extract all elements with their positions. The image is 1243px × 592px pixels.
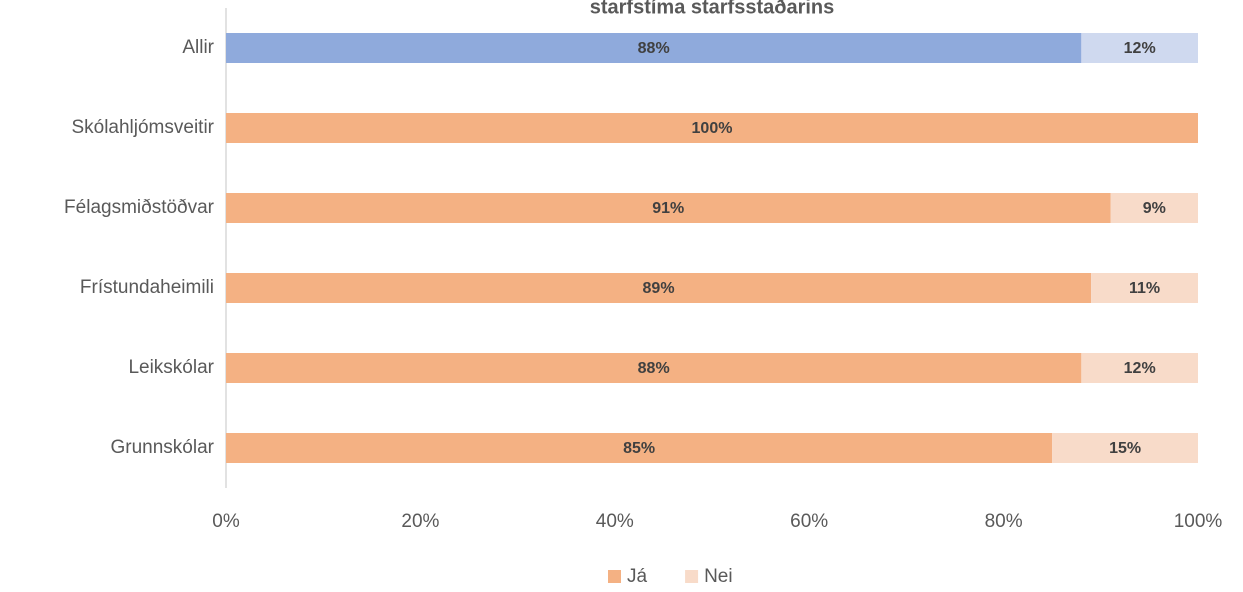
legend-swatch <box>685 570 699 583</box>
bar-segment <box>1091 273 1198 303</box>
bar-segment <box>1110 193 1198 223</box>
y-tick-label: Skólahljómsveitir <box>71 117 214 138</box>
data-label: 12% <box>1124 40 1156 57</box>
legend-label: Já <box>627 566 648 587</box>
y-tick-label: Grunnskólar <box>111 437 215 458</box>
bar-segment <box>1081 353 1198 383</box>
x-tick-label: 60% <box>790 511 828 532</box>
bar-segment <box>226 113 1198 143</box>
x-tick-label: 0% <box>212 511 240 532</box>
data-label: 88% <box>638 360 670 377</box>
data-label: 88% <box>638 40 670 57</box>
x-tick-label: 40% <box>596 511 634 532</box>
bar-segment <box>226 273 1092 303</box>
data-label: 9% <box>1143 200 1166 217</box>
data-label: 100% <box>692 120 733 137</box>
data-label: 85% <box>623 440 655 457</box>
bar-segment <box>226 193 1111 223</box>
y-tick-label: Leikskólar <box>128 357 214 378</box>
data-label: 11% <box>1129 280 1160 297</box>
bar-segment <box>226 353 1082 383</box>
x-tick-label: 80% <box>985 511 1023 532</box>
y-tick-label: Allir <box>182 37 214 58</box>
bar-segment <box>226 33 1082 63</box>
bar-segment <box>226 433 1053 463</box>
y-tick-label: Frístundaheimili <box>80 277 214 298</box>
data-label: 12% <box>1124 360 1156 377</box>
chart-title: starfstíma starfsstaðarins <box>590 0 835 18</box>
y-tick-label: Félagsmiðstöðvar <box>64 197 215 218</box>
x-tick-label: 100% <box>1174 511 1223 532</box>
bar-segment <box>1081 33 1198 63</box>
bar-segment <box>1052 433 1198 463</box>
data-label: 15% <box>1109 440 1141 457</box>
data-label: 89% <box>643 280 675 297</box>
x-tick-label: 20% <box>401 511 439 532</box>
legend-swatch <box>608 570 621 583</box>
data-label: 91% <box>652 200 684 217</box>
legend-label: Nei <box>704 566 733 587</box>
